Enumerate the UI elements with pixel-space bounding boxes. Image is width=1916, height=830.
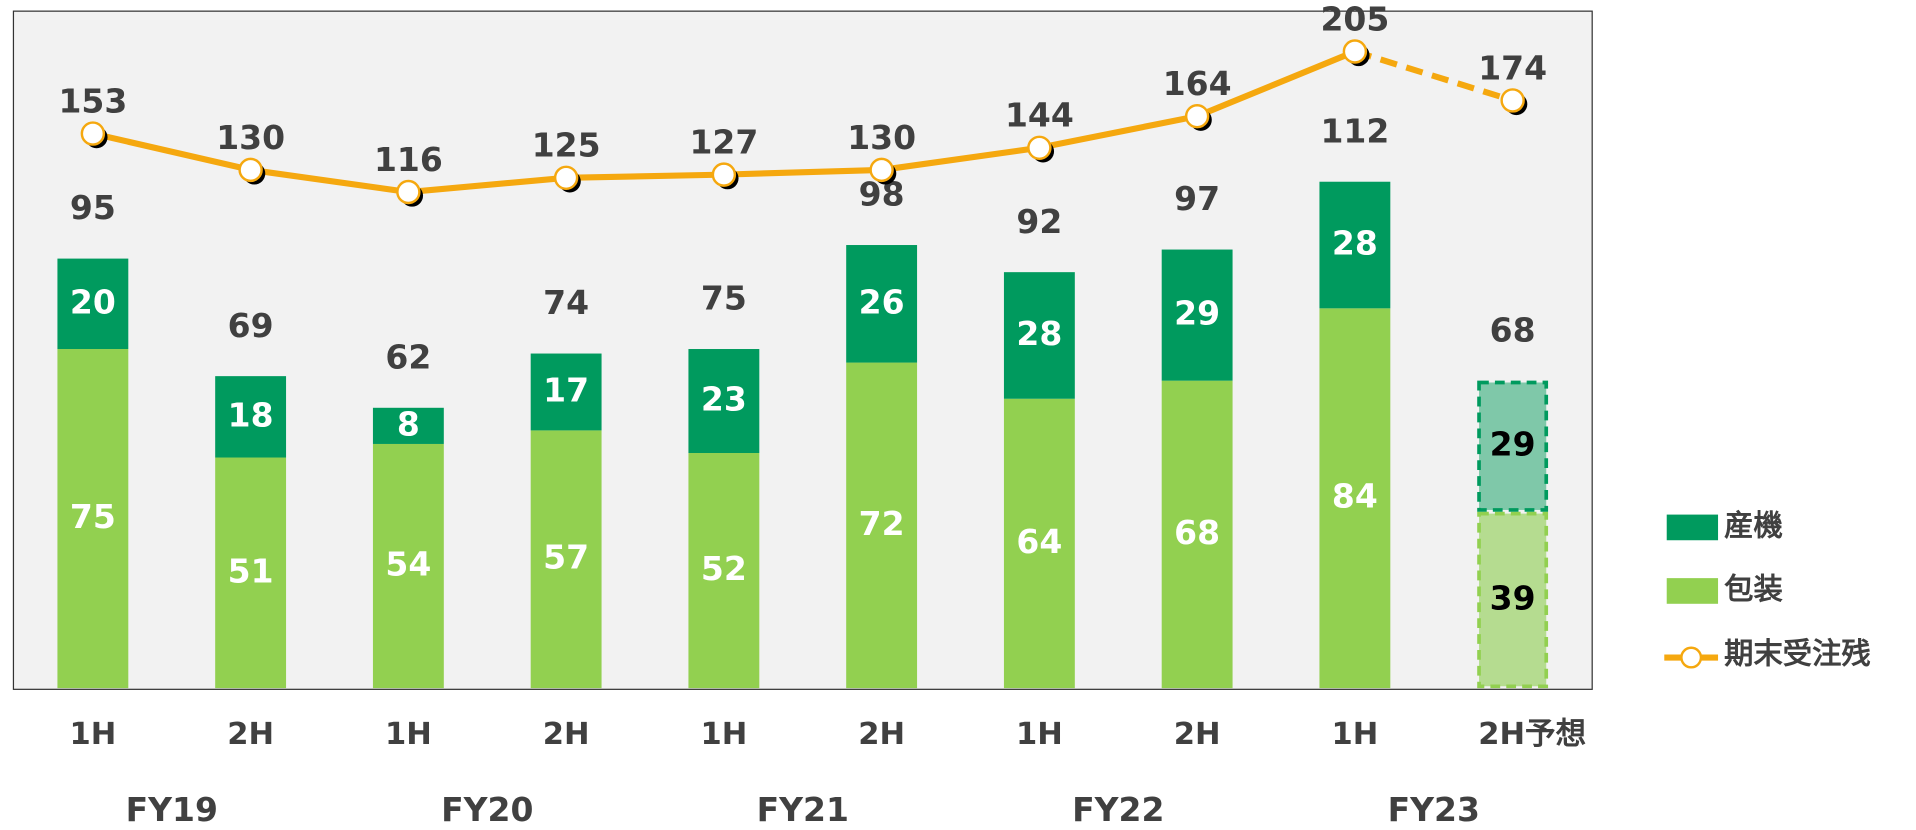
- legend-label: 包装: [1724, 572, 1783, 606]
- line-value-label: 164: [1163, 64, 1232, 103]
- bar-value-label: 72: [859, 504, 905, 543]
- x-tick-label: 2H予想: [1478, 717, 1586, 752]
- x-tick-label: 1H: [1016, 717, 1063, 752]
- bar-segment: [1003, 272, 1075, 399]
- line-marker: [80, 121, 106, 146]
- bar-value-label: 68: [1174, 513, 1220, 552]
- x-tick-label: 2H: [543, 717, 590, 752]
- bar-segment: [372, 407, 444, 444]
- line-value-label: 153: [58, 82, 127, 121]
- bar-segment: [1161, 380, 1233, 689]
- line-marker: [1027, 135, 1052, 161]
- total-label: 69: [228, 306, 274, 345]
- bar-segment: [57, 349, 129, 689]
- legend-swatch: [1666, 578, 1719, 604]
- line-value-label: 116: [374, 140, 443, 179]
- line-value-label: 174: [1478, 48, 1547, 87]
- bar-value-label: 54: [385, 545, 431, 584]
- bar-value-label: 28: [1332, 224, 1378, 263]
- x-tick-label: 1H: [700, 717, 747, 752]
- bar-value-label: 29: [1490, 425, 1536, 464]
- total-label: 68: [1490, 310, 1536, 349]
- group-label: FY22: [1072, 790, 1164, 829]
- total-label: 95: [70, 188, 116, 227]
- line-value-label: 125: [532, 126, 601, 165]
- bar-value-label: 26: [859, 282, 905, 321]
- x-tick-label: 2H: [858, 717, 905, 752]
- group-label: FY21: [757, 790, 849, 829]
- line-value-label: 127: [689, 123, 758, 162]
- line-marker: [1184, 103, 1210, 129]
- group-label: FY20: [441, 790, 533, 829]
- total-label: 62: [385, 337, 431, 376]
- group-label: FY19: [126, 790, 218, 829]
- bar-segment: [1319, 308, 1391, 689]
- bar-segment: [846, 362, 918, 689]
- bar-value-label: 39: [1490, 578, 1536, 617]
- total-label: 74: [543, 283, 589, 322]
- line-value-label: 144: [1005, 96, 1074, 135]
- bar-segment: [1319, 181, 1391, 309]
- bar-segment: [372, 443, 444, 689]
- line-marker: [553, 165, 579, 191]
- bar-segment: [1477, 511, 1549, 689]
- line-marker: [711, 162, 737, 187]
- bar-segment: [1161, 249, 1233, 381]
- bar-segment: [530, 430, 602, 689]
- bar-segment: [688, 349, 760, 454]
- line-marker: [238, 157, 263, 183]
- bar-value-label: 20: [70, 282, 116, 321]
- total-label: 112: [1320, 111, 1389, 150]
- bar-segment: [1477, 380, 1549, 512]
- bar-value-label: 64: [1016, 522, 1062, 561]
- bar-segment: [57, 258, 129, 350]
- x-tick-label: 1H: [385, 717, 432, 752]
- bar-segment: [688, 453, 760, 689]
- x-tick-label: 1H: [1331, 717, 1378, 752]
- bar-segment: [530, 353, 602, 431]
- x-tick-label: 2H: [227, 717, 274, 752]
- bar-value-label: 8: [397, 404, 420, 443]
- bar-value-label: 28: [1016, 314, 1062, 353]
- x-tick-label: 1H: [69, 717, 116, 752]
- bar-segment: [215, 376, 287, 458]
- bar-value-label: 57: [543, 538, 589, 577]
- bar-value-label: 51: [228, 551, 274, 590]
- line-marker: [1500, 88, 1525, 113]
- legend-label: 期末受注残: [1724, 637, 1871, 671]
- line-marker: [869, 157, 894, 183]
- bar-value-label: 52: [701, 549, 747, 588]
- bar-value-label: 17: [543, 370, 589, 409]
- bar-value-label: 84: [1332, 477, 1378, 516]
- legend-marker: [1680, 646, 1703, 669]
- legend-label: 産機: [1724, 508, 1783, 542]
- line-forecast-segment: [1353, 48, 1514, 104]
- bar-value-label: 18: [228, 395, 274, 434]
- bar-value-label: 75: [70, 497, 116, 536]
- line-value-label: 130: [216, 118, 285, 157]
- total-label: 75: [701, 279, 747, 318]
- line-value-label: 130: [847, 118, 916, 157]
- total-label: 92: [1016, 202, 1062, 241]
- total-label: 97: [1174, 179, 1220, 218]
- bar-segment: [846, 245, 918, 363]
- line-marker: [1342, 39, 1368, 64]
- bar-value-label: 23: [701, 380, 747, 419]
- bar-segment: [1003, 398, 1075, 689]
- group-label: FY23: [1388, 790, 1480, 829]
- bar-segment: [215, 457, 287, 689]
- line-marker: [396, 179, 421, 205]
- x-tick-label: 2H: [1174, 717, 1221, 752]
- line-value-label: 205: [1320, 0, 1389, 38]
- bar-value-label: 29: [1174, 294, 1220, 333]
- legend-swatch: [1666, 514, 1719, 541]
